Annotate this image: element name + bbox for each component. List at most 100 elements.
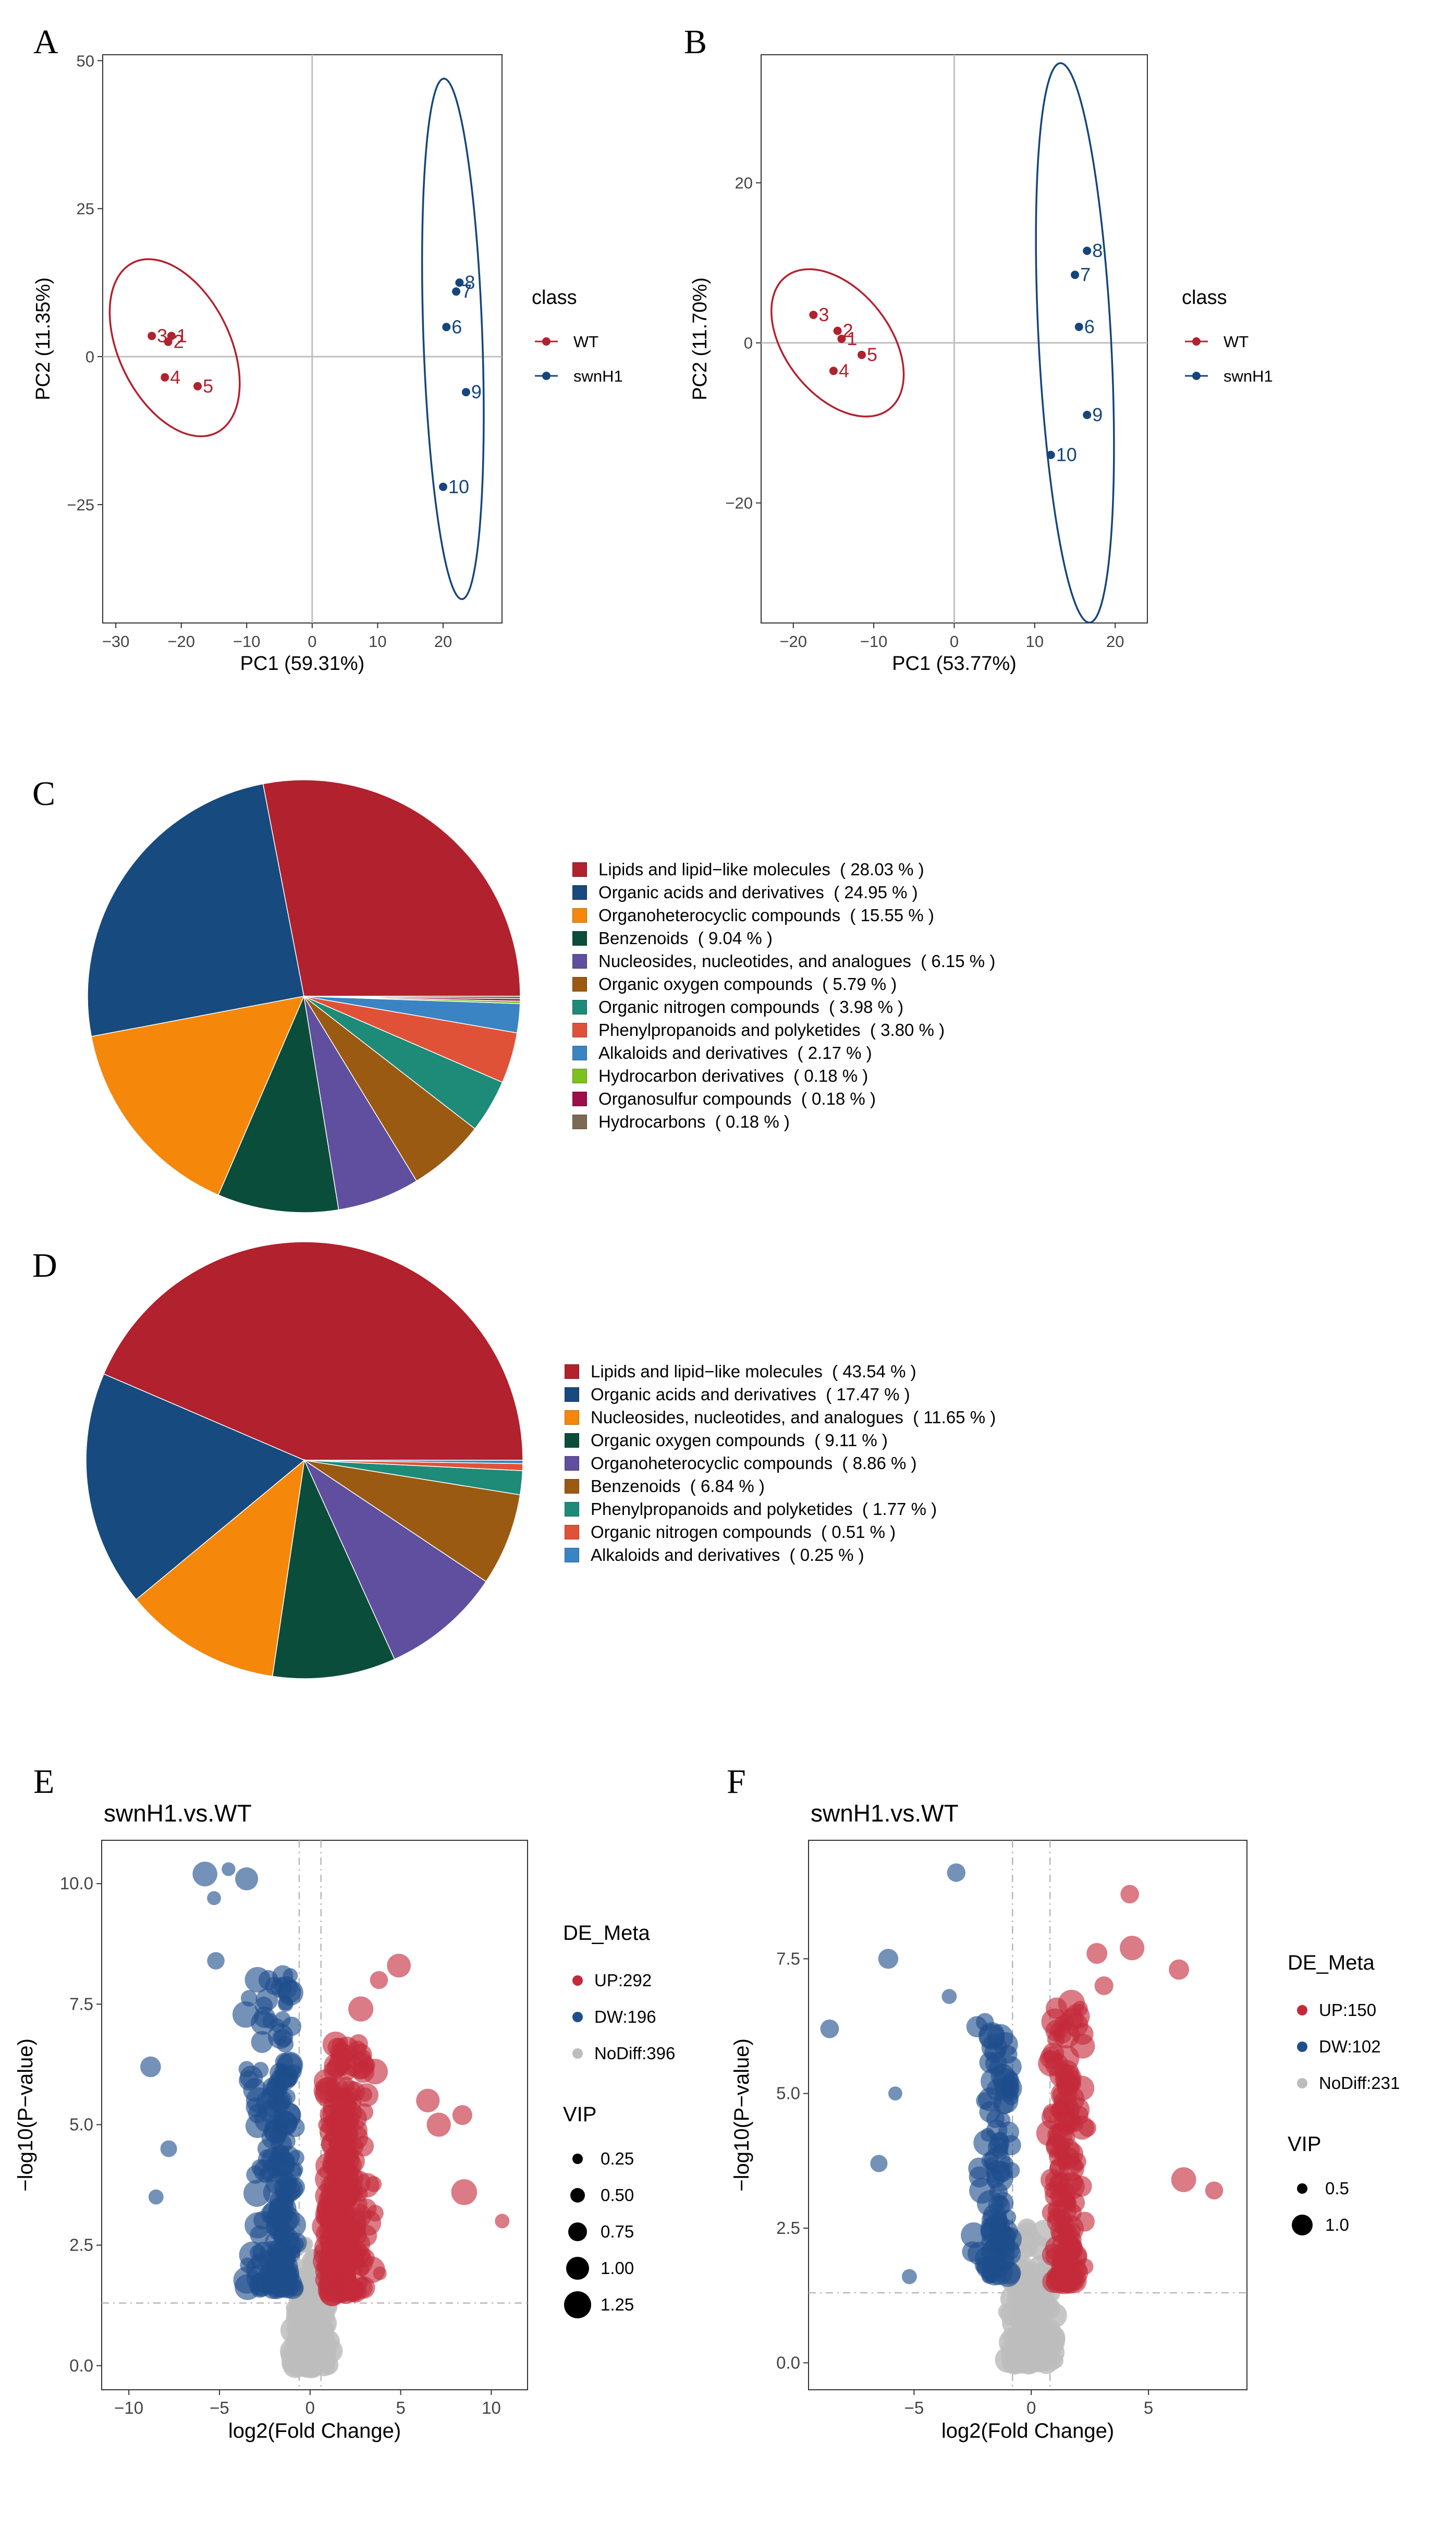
data-point bbox=[962, 2241, 983, 2262]
panel-label-d: D bbox=[32, 1246, 57, 1285]
x-tick-label: −5 bbox=[210, 2398, 229, 2417]
data-point bbox=[269, 2253, 289, 2274]
data-point bbox=[416, 2088, 440, 2112]
legend-item: Organic acids and derivatives ( 17.47 % … bbox=[565, 1383, 996, 1406]
legend-item: Benzenoids ( 9.04 % ) bbox=[572, 927, 995, 950]
data-point bbox=[250, 2244, 266, 2261]
vip-marker bbox=[1292, 2215, 1313, 2235]
vip-marker bbox=[568, 2222, 587, 2241]
data-point bbox=[1061, 2268, 1087, 2293]
legend-label: Organic acids and derivatives ( 17.47 % … bbox=[591, 1385, 910, 1404]
sample-label: 10 bbox=[1056, 444, 1077, 466]
x-tick-label: 5 bbox=[396, 2398, 405, 2417]
sample-point bbox=[1083, 247, 1092, 255]
legend-title: class bbox=[1182, 287, 1227, 309]
pie-slice bbox=[103, 1241, 523, 1461]
pie-slice bbox=[303, 996, 476, 1182]
sample-label: 6 bbox=[451, 316, 462, 337]
legend-label: Lipids and lipid−like molecules ( 43.54 … bbox=[591, 1362, 916, 1381]
data-point bbox=[1086, 1943, 1108, 1964]
confidence-ellipse bbox=[108, 258, 241, 437]
data-point bbox=[1171, 2167, 1196, 2192]
legend-label: Organic acids and derivatives ( 24.95 % … bbox=[598, 883, 918, 902]
chart-title: swnH1.vs.WT bbox=[104, 1800, 252, 1827]
pie-chart-c bbox=[87, 779, 521, 1213]
sample-point bbox=[833, 326, 842, 335]
pie-slice bbox=[303, 1459, 487, 1660]
data-point bbox=[233, 2266, 261, 2294]
x-tick-label: 20 bbox=[434, 632, 452, 651]
data-point bbox=[287, 2236, 304, 2253]
confidence-ellipse bbox=[1035, 62, 1115, 624]
x-tick-label: −10 bbox=[233, 632, 261, 651]
data-point bbox=[207, 1891, 221, 1905]
legend-item: Organic oxygen compounds ( 5.79 % ) bbox=[572, 973, 995, 996]
data-point bbox=[320, 2190, 336, 2206]
data-point bbox=[1057, 2147, 1080, 2169]
legend-label: Nucleosides, nucleotides, and analogues … bbox=[598, 951, 996, 971]
pie-slice bbox=[262, 779, 521, 997]
sample-point bbox=[461, 388, 470, 397]
sample-point bbox=[837, 335, 846, 343]
data-point bbox=[1036, 2120, 1062, 2146]
data-point bbox=[140, 2056, 161, 2077]
legend-marker bbox=[542, 337, 550, 346]
legend-label: Organic oxygen compounds ( 9.11 % ) bbox=[591, 1431, 888, 1450]
y-tick-label: 0 bbox=[744, 334, 753, 352]
legend-item: Hydrocarbons ( 0.18 % ) bbox=[572, 1110, 995, 1133]
data-point bbox=[984, 2264, 1001, 2281]
sample-point bbox=[164, 337, 173, 346]
panel-label-f: F bbox=[727, 1763, 746, 1801]
pie-slice bbox=[304, 1460, 523, 1464]
x-tick-label: 0 bbox=[1026, 2398, 1036, 2417]
x-tick-label: −20 bbox=[779, 632, 807, 651]
legend-marker bbox=[572, 2012, 583, 2022]
data-point bbox=[334, 2121, 359, 2146]
sample-point bbox=[442, 323, 451, 332]
legend-marker bbox=[1192, 337, 1201, 346]
data-point bbox=[979, 2051, 1001, 2073]
pie-slice bbox=[87, 783, 304, 1037]
y-tick-label: 2.5 bbox=[776, 2218, 800, 2238]
pie-legend-c: Lipids and lipid−like molecules ( 28.03 … bbox=[572, 858, 995, 1133]
data-point bbox=[353, 2136, 374, 2157]
data-point bbox=[1051, 2227, 1066, 2243]
sample-label: 9 bbox=[1092, 404, 1103, 425]
sample-point bbox=[1074, 322, 1083, 331]
sample-label: 3 bbox=[818, 304, 829, 325]
legend-item: Alkaloids and derivatives ( 0.25 % ) bbox=[565, 1544, 996, 1567]
data-point bbox=[870, 2155, 888, 2172]
y-axis-label: −log10(P−value) bbox=[730, 2038, 753, 2192]
legend-item: Nucleosides, nucleotides, and analogues … bbox=[565, 1406, 996, 1429]
legend-title: DE_Meta bbox=[1288, 1951, 1375, 1974]
data-point bbox=[1050, 2103, 1067, 2119]
legend-label: DW:102 bbox=[1319, 2037, 1381, 2056]
legend-item: Organoheterocyclic compounds ( 8.86 % ) bbox=[565, 1452, 996, 1475]
data-point bbox=[901, 2269, 917, 2284]
sample-point bbox=[809, 310, 818, 319]
plot-frame bbox=[808, 1840, 1247, 2390]
y-tick-label: 5.0 bbox=[69, 2115, 93, 2134]
panel-label-e: E bbox=[33, 1763, 55, 1801]
sample-label: 8 bbox=[1092, 240, 1103, 261]
legend-label: Organoheterocyclic compounds ( 15.55 % ) bbox=[598, 906, 934, 925]
legend-label: WT bbox=[1223, 333, 1249, 351]
data-point bbox=[989, 2133, 1010, 2154]
sample-label: 7 bbox=[461, 280, 472, 302]
data-point bbox=[1033, 2352, 1052, 2371]
vip-label: 1.25 bbox=[601, 2295, 634, 2314]
x-tick-label: 10 bbox=[1026, 632, 1044, 651]
vip-title: VIP bbox=[1288, 2133, 1321, 2156]
sample-point bbox=[1071, 271, 1080, 279]
sample-label: 1 bbox=[847, 328, 857, 349]
data-point bbox=[312, 2213, 338, 2240]
data-point bbox=[990, 2226, 1012, 2247]
pie-legend-d: Lipids and lipid−like molecules ( 43.54 … bbox=[565, 1360, 996, 1567]
data-point bbox=[366, 2205, 384, 2222]
data-point bbox=[1024, 2272, 1041, 2288]
vip-label: 0.5 bbox=[1325, 2179, 1349, 2198]
x-tick-label: −5 bbox=[904, 2398, 924, 2417]
data-point bbox=[243, 2180, 271, 2207]
y-tick-label: 7.5 bbox=[776, 1949, 800, 1968]
